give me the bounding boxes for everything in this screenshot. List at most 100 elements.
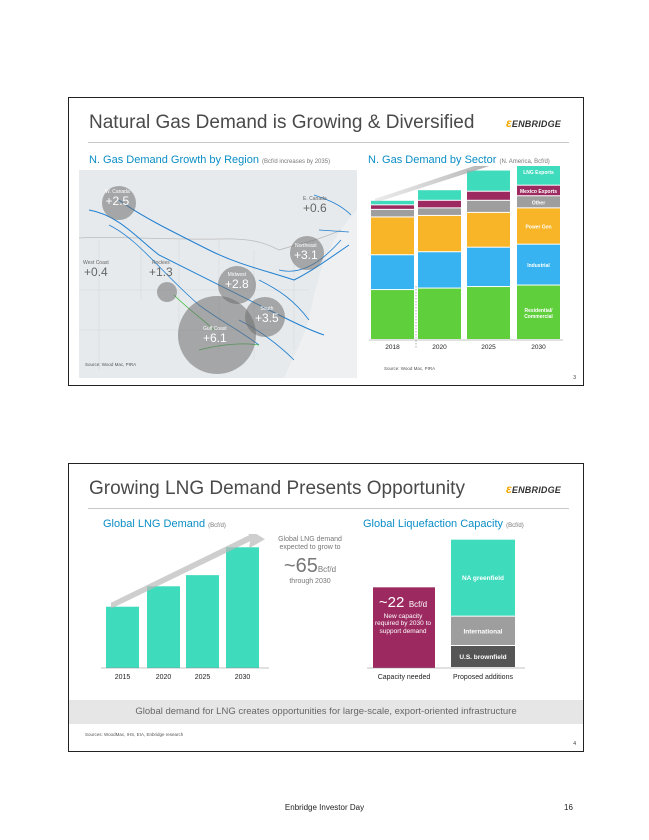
- sector-bar-segment: [517, 185, 560, 196]
- sector-bar-segment: [467, 287, 510, 339]
- sector-title-text: N. Gas Demand by Sector: [368, 154, 497, 166]
- map-source: Source: Wood Mac, PIRA: [85, 362, 137, 367]
- region-value: +1.3: [149, 265, 173, 279]
- capacity-bar-segment: [451, 539, 515, 616]
- region-name: W. Canada: [105, 189, 130, 195]
- lng-demand-bar: [106, 606, 139, 668]
- region-bubble: [290, 236, 324, 270]
- sector-stacked-bar-chart: 2018 2020 2025 Residential/Commercial Indust…: [369, 166, 563, 351]
- sector-bar-segment: [371, 290, 414, 339]
- sector-segment-label: Residential/Commercial: [524, 308, 553, 320]
- capacity-stacked-bar-chart: Capacity needed U.S. brownfield Internatio…: [367, 539, 525, 681]
- x-tick-label: 2030: [531, 344, 546, 351]
- logo-text: ENBRIDGE: [511, 119, 561, 129]
- sector-bar-segment: [371, 200, 414, 205]
- document-page-number: 16: [564, 803, 573, 812]
- lng-demand-section-title: Global LNG Demand (Bcf/d): [103, 518, 226, 530]
- sector-bar-segment: [418, 252, 461, 288]
- document-footer: Enbridge Investor Day: [284, 803, 365, 812]
- sector-segment-label: Power Gen: [525, 225, 551, 231]
- enbridge-logo: εENBRIDGE: [506, 116, 561, 130]
- pipeline-line: [88, 209, 325, 336]
- region-rockies: Rockies +1.3: [149, 261, 173, 279]
- region-bubble: [102, 186, 136, 220]
- sector-segment-label: Other: [532, 200, 545, 206]
- summary-banner: Global demand for LNG creates opportunit…: [69, 700, 583, 724]
- x-tick-label: Capacity needed: [378, 674, 431, 681]
- x-tick-label: 2015: [115, 674, 131, 681]
- sector-subtitle: (N. America, Bcf/d): [499, 159, 550, 165]
- region-value: +6.1: [203, 331, 227, 345]
- callout-value: ~65Bcf/d: [269, 555, 351, 578]
- region-e-canada: E. Canada +0.6: [303, 196, 327, 215]
- region-name: South: [260, 306, 274, 312]
- lng-demand-title-text: Global LNG Demand: [103, 518, 206, 530]
- region-midwest: Midwest +2.8: [225, 273, 249, 291]
- sector-segment-label: LNG Exports: [523, 170, 554, 176]
- map-section-title: N. Gas Demand Growth by Region (Bcf/d in…: [89, 154, 330, 166]
- growth-arrow: [111, 534, 265, 609]
- sector-bar-segment: [467, 212, 510, 247]
- x-tick-label: 2020: [432, 344, 447, 351]
- capacity-section-title: Global Liquefaction Capacity (Bcf/d): [363, 518, 524, 530]
- need-description: New capacity required by 2030 to support…: [374, 613, 431, 635]
- x-tick-label: 2018: [385, 344, 400, 351]
- lng-demand-subtitle: (Bcf/d): [208, 523, 226, 529]
- sector-bar-segment: [418, 215, 461, 252]
- lng-demand-bar: [226, 547, 259, 668]
- capacity-subtitle: (Bcf/d): [506, 523, 524, 529]
- slide-page-number: 3: [573, 375, 576, 381]
- lng-demand-bar: [147, 586, 180, 668]
- sector-bar-segment: [418, 288, 461, 339]
- sector-bar-segment: [467, 191, 510, 200]
- region-value: +3.5: [255, 311, 279, 325]
- sector-bar-segment: [467, 170, 510, 191]
- x-tick-label: 2025: [195, 674, 211, 681]
- region-name: Northeast: [295, 243, 317, 249]
- sector-segment-label: Industrial: [527, 263, 550, 269]
- north-america-map: W. Canada +2.5 E. Canada +0.6 Northeast +3.…: [79, 170, 357, 378]
- region-bubble: [157, 282, 177, 302]
- slide-sources: Sources: WoodMac, IHS, EIA, Enbridge res…: [85, 732, 184, 737]
- sector-bar-segment: [517, 166, 560, 185]
- sector-bar-segment: [371, 209, 414, 217]
- sector-source: Source: Wood Mac, PIRA: [384, 366, 436, 371]
- slide-title: Growing LNG Demand Presents Opportunity: [89, 478, 465, 499]
- region-name: Gulf Coast: [203, 326, 227, 332]
- land-mass: [79, 170, 357, 378]
- region-value: +2.5: [105, 194, 130, 208]
- lng-demand-bar: [186, 575, 219, 668]
- region-name: E. Canada: [303, 196, 327, 202]
- region-value: +2.8: [225, 277, 249, 291]
- map-title-text: N. Gas Demand Growth by Region: [89, 154, 259, 166]
- need-number: ~22: [378, 594, 405, 611]
- callout-bottom-text: through 2030: [289, 577, 331, 585]
- slide-page-number: 4: [573, 741, 576, 747]
- sector-bar-segment: [517, 285, 560, 339]
- sector-bar-segment: [517, 196, 560, 208]
- callout-unit: Bcf/d: [317, 564, 337, 574]
- sector-bar-segment: [517, 208, 560, 244]
- callout-top-text: Global LNG demand expected to grow to: [278, 536, 342, 552]
- capacity-segment-label: NA greenfield: [462, 575, 504, 582]
- region-bubble: [178, 296, 256, 374]
- sector-bar-segment: [371, 217, 414, 255]
- capacity-bar-segment: [451, 616, 515, 645]
- map-subtitle: (Bcf/d increases by 2035): [262, 159, 331, 165]
- logo-text: ENBRIDGE: [511, 485, 561, 495]
- capacity-segment-label: International: [463, 628, 502, 635]
- need-value: ~22 Bcf/d: [372, 594, 434, 612]
- sector-bar-segment: [418, 200, 461, 208]
- pipeline-line: [118, 199, 350, 281]
- region-value: +3.1: [294, 248, 318, 262]
- x-tick-label: Proposed additions: [453, 674, 513, 681]
- region-gulf-coast: Gulf Coast +6.1: [203, 326, 227, 345]
- region-value: +0.4: [84, 265, 108, 279]
- enbridge-e-icon: ε: [505, 482, 512, 496]
- sector-section-title: N. Gas Demand by Sector (N. America, Bcf…: [368, 154, 550, 166]
- region-west-coast: West Coast +0.4: [83, 260, 109, 279]
- region-northeast: Northeast +3.1: [294, 243, 318, 262]
- need-unit: Bcf/d: [408, 600, 428, 609]
- lng-demand-bar-chart: 2015 2020 2025 2030: [101, 534, 269, 681]
- region-name: West Coast: [83, 260, 109, 266]
